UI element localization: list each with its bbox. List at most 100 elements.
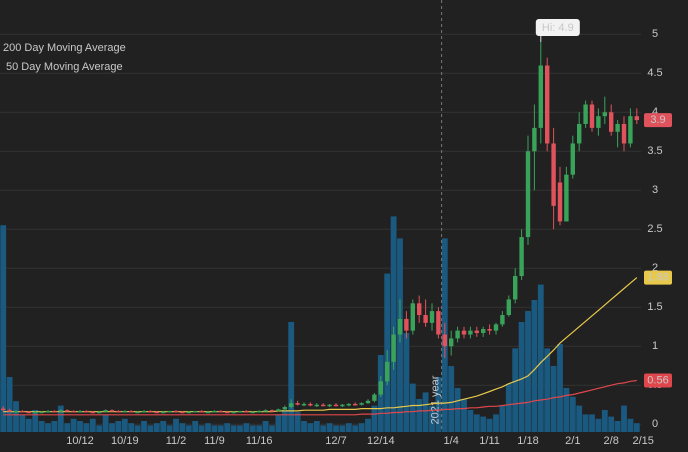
x-tick-label: 10/12	[66, 435, 94, 447]
candle-body	[378, 381, 383, 395]
candle-body	[20, 410, 25, 413]
volume-bar	[512, 348, 519, 432]
volume-bar	[230, 425, 237, 432]
volume-bar	[435, 377, 442, 432]
candle-body	[551, 143, 556, 206]
candle-body	[359, 403, 364, 405]
x-tick-label: 2/8	[604, 435, 619, 447]
volume-bar	[627, 418, 634, 432]
volume-bar	[301, 421, 307, 432]
volume-bar	[352, 425, 359, 432]
candle-body	[141, 410, 147, 413]
volume-bar	[179, 423, 186, 432]
candle-body	[493, 324, 499, 331]
candle-body	[519, 237, 524, 277]
hi-label-box	[535, 19, 580, 36]
candle-body	[564, 174, 569, 222]
candle-body	[372, 394, 377, 401]
candle-body	[621, 123, 627, 144]
candle-body	[180, 411, 185, 414]
volume-bar	[563, 388, 570, 432]
candle-body	[97, 411, 102, 414]
candle-body	[609, 112, 614, 132]
volume-bar	[589, 414, 595, 432]
candle-body	[212, 410, 217, 413]
x-tick-label: 10/19	[111, 435, 139, 447]
candle-body	[77, 410, 83, 413]
volume-bar	[576, 405, 583, 432]
volume-bar	[333, 425, 339, 432]
candle-body	[583, 104, 588, 124]
y-tick-label: 2	[652, 262, 658, 274]
candle-body	[269, 410, 275, 412]
candle-body	[461, 330, 467, 335]
x-tick-label: 2/1	[565, 435, 580, 447]
candle-body	[173, 410, 179, 413]
candle-body	[634, 116, 639, 121]
candle-body	[397, 318, 403, 335]
candle-body	[474, 330, 479, 333]
volume-bar	[422, 392, 429, 432]
candle-body	[263, 410, 268, 412]
volume-bar	[32, 410, 39, 432]
volume-bar	[96, 425, 103, 432]
volume-bar	[0, 225, 7, 432]
volume-bar	[633, 423, 640, 432]
y-tick-label: 3.5	[647, 145, 662, 157]
candle-body	[103, 410, 108, 412]
volume-bar	[582, 414, 589, 432]
candle-body	[513, 276, 518, 300]
candle-body	[71, 410, 76, 413]
volume-bar	[345, 423, 352, 432]
volume-bar	[473, 414, 480, 432]
y-tick-label: 5	[652, 28, 658, 40]
volume-bar	[134, 425, 141, 432]
candle-body	[122, 410, 127, 413]
candle-body	[500, 315, 505, 325]
volume-bar	[102, 414, 109, 432]
candle-body	[218, 410, 223, 413]
candle-body	[186, 411, 191, 414]
y-tick-label: 4	[652, 106, 658, 118]
candle-body	[615, 123, 620, 132]
candle-body	[602, 112, 607, 117]
candle-body	[301, 403, 307, 406]
moving-average-line	[3, 379, 637, 416]
candle-body	[231, 411, 236, 414]
candle-body	[577, 123, 582, 144]
candle-body	[237, 410, 243, 413]
candle-body	[90, 411, 95, 414]
candle-body	[455, 330, 460, 339]
candle-body	[308, 403, 313, 406]
candle-body	[410, 303, 415, 331]
volume-bar	[326, 423, 333, 432]
x-tick-label: 1/11	[479, 435, 500, 447]
candle-body	[321, 404, 326, 407]
candle-body	[628, 116, 633, 144]
x-tick-label: 11/9	[204, 435, 225, 447]
candle-body	[109, 410, 115, 412]
x-tick-label: 11/16	[246, 435, 273, 447]
candle-body	[257, 410, 262, 413]
volume-bar	[461, 399, 467, 432]
candle-body	[225, 411, 230, 414]
legend-entry: 50 Day Moving Average	[6, 61, 123, 73]
candle-body	[468, 330, 473, 335]
volume-bar	[141, 421, 147, 432]
volume-bar	[294, 412, 301, 432]
candle-body	[65, 410, 70, 412]
volume-bar	[320, 425, 327, 432]
volume-bar	[358, 423, 365, 432]
volume-bar	[173, 418, 179, 432]
candle-body	[596, 116, 601, 128]
candle-body	[289, 403, 294, 408]
candle-body	[532, 127, 537, 152]
legend-entry: 200 Day Moving Average	[3, 42, 126, 54]
volume-bar	[83, 423, 90, 432]
candle-body	[7, 410, 12, 412]
volume-bar	[467, 410, 474, 432]
candle-body	[365, 400, 371, 404]
candle-body	[391, 334, 396, 362]
